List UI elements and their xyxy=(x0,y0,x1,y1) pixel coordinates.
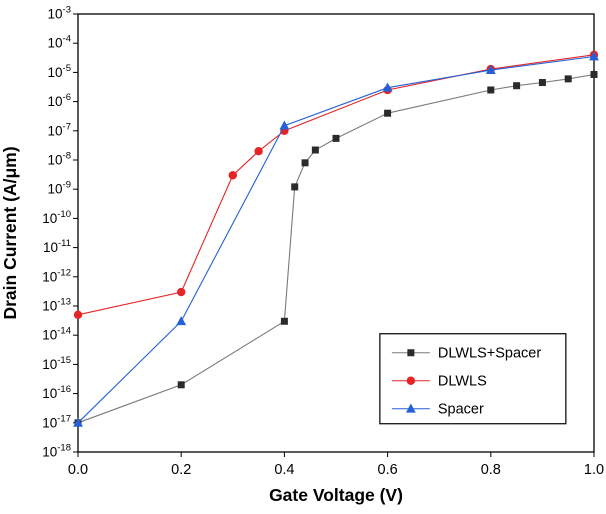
y-tick-label: 10-12 xyxy=(42,267,71,284)
y-tick-label: 10-4 xyxy=(48,34,71,51)
y-tick-label: 10-10 xyxy=(42,209,71,226)
data-point-square xyxy=(177,381,185,389)
legend-marker-triangle xyxy=(405,403,416,413)
y-tick-label: 10-17 xyxy=(42,413,71,430)
y-tick-label: 10-14 xyxy=(42,326,71,343)
x-tick-label: 0.0 xyxy=(68,462,88,478)
y-tick-label: 10-18 xyxy=(42,443,71,460)
data-point-circle xyxy=(73,310,83,319)
data-point-triangle xyxy=(279,120,290,130)
y-tick-label: 10-3 xyxy=(48,5,71,22)
y-tick-label: 10-6 xyxy=(48,92,71,109)
legend-label: DLWLS+Spacer xyxy=(438,346,541,362)
x-tick-label: 1.0 xyxy=(584,462,604,478)
y-tick-label: 10-15 xyxy=(42,355,71,372)
y-tick-label: 10-7 xyxy=(48,121,71,138)
legend-marker-circle xyxy=(406,376,416,385)
series-spacer xyxy=(73,51,599,427)
x-axis-label: Gate Voltage (V) xyxy=(269,485,403,505)
data-point-triangle xyxy=(382,82,393,92)
legend-item-spacer: Spacer xyxy=(391,402,484,418)
data-point-square xyxy=(487,86,495,94)
plot-border xyxy=(77,13,595,453)
data-point-square xyxy=(280,317,288,325)
data-point-triangle xyxy=(589,51,599,61)
data-point-square xyxy=(513,82,521,90)
y-tick-label: 10-11 xyxy=(43,238,71,255)
y-tick-label: 10-13 xyxy=(42,297,71,314)
data-point-circle xyxy=(177,287,186,297)
legend: DLWLS+Spacer DLWLS Spacer xyxy=(379,333,567,425)
data-point-square xyxy=(332,134,340,142)
x-tick-label: 0.2 xyxy=(171,462,191,478)
data-point-square xyxy=(564,75,572,83)
data-point-square xyxy=(311,146,319,154)
y-tick-label: 10-5 xyxy=(48,63,71,80)
data-point-triangle xyxy=(176,316,187,326)
x-tick-label: 0.4 xyxy=(274,462,294,478)
data-point-square xyxy=(590,70,598,78)
series-line-spacer xyxy=(77,55,595,424)
data-point-circle xyxy=(254,147,263,156)
legend-marker-square xyxy=(407,349,415,357)
data-point-square xyxy=(384,109,392,117)
y-tick-label: 10-9 xyxy=(48,180,71,197)
data-point-triangle xyxy=(73,417,83,427)
y-axis-label: Drain Current (A/μm) xyxy=(0,146,20,319)
data-point-triangle xyxy=(485,64,496,74)
y-tick-label: 10-8 xyxy=(48,151,71,168)
data-point-square xyxy=(291,183,299,191)
data-point-square xyxy=(538,79,546,87)
series-dlwls-spacer xyxy=(74,70,598,427)
legend-label: DLWLS xyxy=(438,374,487,390)
legend-item-dlwls-spacer: DLWLS+Spacer xyxy=(391,346,541,362)
y-tick-label: 10-16 xyxy=(42,384,71,401)
x-tick-label: 0.8 xyxy=(481,462,501,478)
legend-item-dlwls: DLWLS xyxy=(391,374,487,390)
data-point-circle xyxy=(228,171,237,180)
data-point-square xyxy=(301,159,309,167)
x-tick-label: 0.6 xyxy=(378,462,398,478)
legend-label: Spacer xyxy=(438,402,484,418)
